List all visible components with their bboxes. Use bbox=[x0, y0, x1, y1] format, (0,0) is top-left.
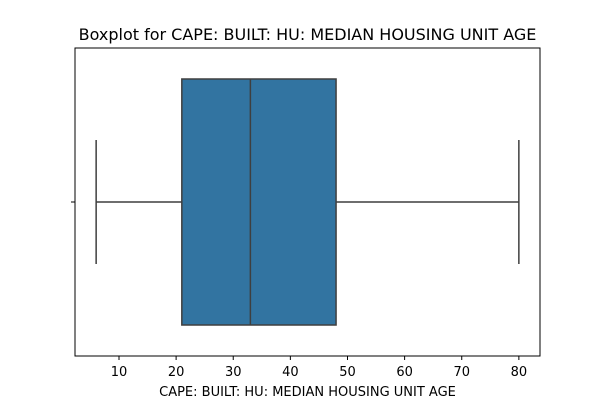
x-tick-label: 70 bbox=[453, 365, 470, 380]
iqr-box bbox=[181, 78, 337, 326]
x-axis-label: CAPE: BUILT: HU: MEDIAN HOUSING UNIT AGE bbox=[159, 385, 456, 400]
x-tick-label: 30 bbox=[225, 365, 242, 380]
x-tick-label: 80 bbox=[511, 365, 528, 380]
x-tick-label: 40 bbox=[282, 365, 299, 380]
x-tick-label: 50 bbox=[339, 365, 356, 380]
x-tick-label: 20 bbox=[168, 365, 185, 380]
x-tick-label: 60 bbox=[396, 365, 413, 380]
chart-title: Boxplot for CAPE: BUILT: HU: MEDIAN HOUS… bbox=[79, 25, 537, 44]
x-tick-label: 10 bbox=[111, 365, 128, 380]
